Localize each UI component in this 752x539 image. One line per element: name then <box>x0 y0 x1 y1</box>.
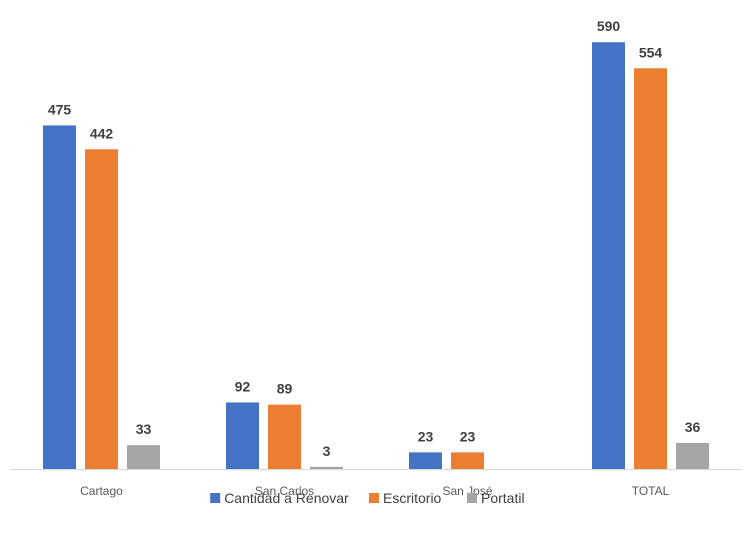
legend-label-portatil: Portatil <box>481 490 525 506</box>
legend: Cantidad a Renovar Escritorio Portatil <box>210 490 525 506</box>
category-labels: Cartago San Carlos San José TOTAL <box>80 484 669 498</box>
legend-swatch-escritorio <box>369 493 379 503</box>
category-label-cartago: Cartago <box>80 484 123 498</box>
data-label-san-carlos-escritorio: 89 <box>277 381 293 397</box>
bar-cartago-portatil <box>127 445 160 469</box>
data-label-cartago-cantidad-a-renovar: 475 <box>48 101 72 117</box>
category-label-total: TOTAL <box>632 484 670 498</box>
data-label-cartago-escritorio: 442 <box>90 125 114 141</box>
data-labels-layer: 475 442 33 92 89 3 23 23 590 554 36 <box>48 18 701 459</box>
data-label-total-portatil: 36 <box>685 419 701 435</box>
legend-label-cantidad-a-renovar: Cantidad a Renovar <box>224 490 349 506</box>
data-label-san-carlos-portatil: 3 <box>323 443 331 459</box>
data-label-san-jose-cantidad-a-renovar: 23 <box>418 428 434 444</box>
data-label-san-carlos-cantidad-a-renovar: 92 <box>235 378 251 394</box>
bar-san-jose-escritorio <box>451 452 484 469</box>
data-label-total-cantidad-a-renovar: 590 <box>597 18 621 34</box>
bar-total-portatil <box>676 442 709 469</box>
category-label-san-jose: San José <box>442 484 492 498</box>
bar-cartago-escritorio <box>85 149 118 469</box>
data-label-total-escritorio: 554 <box>639 44 663 60</box>
bar-san-jose-cantidad-a-renovar <box>409 452 442 469</box>
bar-san-carlos-portatil <box>310 466 343 469</box>
data-label-cartago-portatil: 33 <box>136 421 152 437</box>
bar-san-carlos-escritorio <box>268 404 301 469</box>
bar-total-escritorio <box>634 68 667 470</box>
bars-layer <box>43 42 709 470</box>
legend-label-escritorio: Escritorio <box>383 490 442 506</box>
legend-swatch-portatil <box>467 493 477 503</box>
legend-swatch-cantidad-a-renovar <box>210 493 221 503</box>
bar-total-cantidad-a-renovar <box>592 42 625 469</box>
category-label-san-carlos: San Carlos <box>255 484 314 498</box>
data-label-san-jose-escritorio: 23 <box>460 428 476 444</box>
bar-san-carlos-cantidad-a-renovar <box>226 402 259 469</box>
bar-cartago-cantidad-a-renovar <box>43 125 76 470</box>
